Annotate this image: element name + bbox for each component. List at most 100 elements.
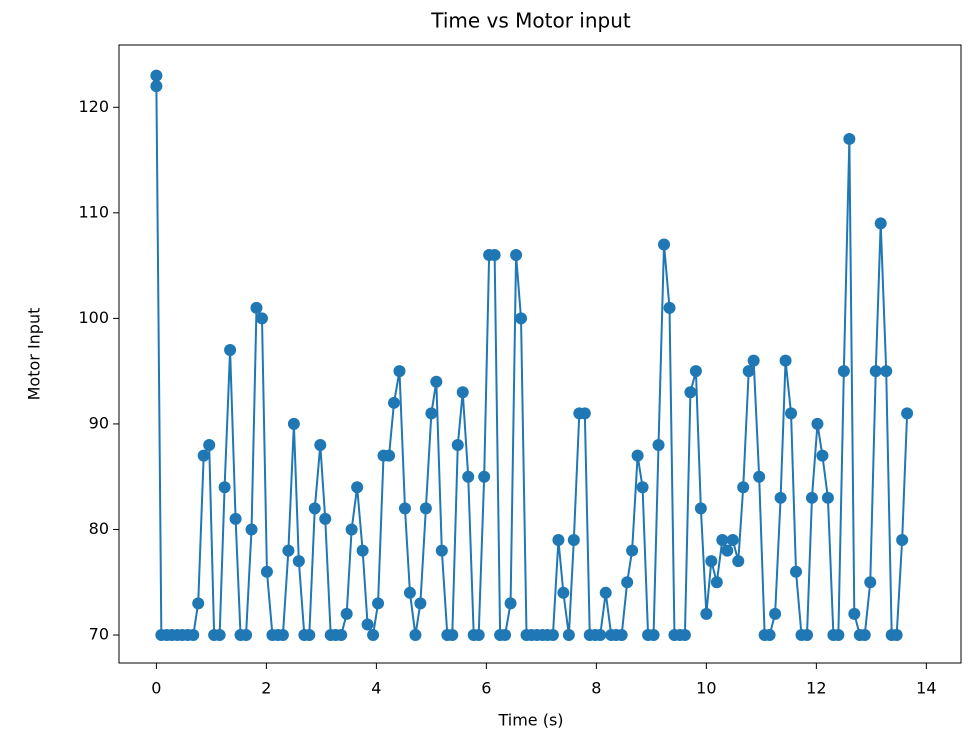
data-point: [546, 629, 559, 642]
data-point: [224, 344, 237, 357]
data-point: [430, 375, 443, 388]
data-point: [414, 597, 427, 610]
data-point: [187, 629, 200, 642]
data-point: [721, 544, 734, 557]
data-point: [631, 449, 644, 462]
data-point: [805, 491, 818, 504]
data-point: [890, 629, 903, 642]
data-point: [229, 512, 242, 525]
data-point: [276, 629, 289, 642]
data-point: [785, 407, 798, 420]
data-point: [864, 576, 877, 589]
data-point: [478, 470, 491, 483]
data-point: [197, 449, 210, 462]
data-point: [451, 439, 464, 452]
data-point: [599, 586, 612, 599]
data-point: [245, 523, 258, 536]
data-point: [150, 80, 163, 93]
data-point: [737, 481, 750, 494]
data-point: [472, 629, 485, 642]
data-point: [647, 629, 660, 642]
data-point: [361, 618, 374, 631]
data-point: [705, 555, 718, 568]
x-tick-label: 6: [481, 679, 491, 698]
data-point: [790, 565, 803, 578]
data-point: [684, 386, 697, 399]
data-point: [314, 439, 327, 452]
data-point: [843, 132, 856, 145]
data-point: [398, 502, 411, 515]
data-point: [335, 629, 348, 642]
x-tick-label: 0: [151, 679, 161, 698]
data-point: [510, 249, 523, 262]
data-point: [578, 407, 591, 420]
plot-frame: [118, 44, 962, 664]
data-point: [292, 555, 305, 568]
data-point: [372, 597, 385, 610]
data-point: [308, 502, 321, 515]
data-point: [345, 523, 358, 536]
data-point: [552, 534, 565, 547]
y-tick-label: 110: [78, 202, 109, 221]
data-point: [425, 407, 438, 420]
data-point: [255, 312, 268, 325]
data-point: [213, 629, 226, 642]
data-point: [488, 249, 501, 262]
data-point: [393, 365, 406, 378]
x-tick-label: 2: [261, 679, 271, 698]
data-point: [779, 354, 792, 367]
data-point: [594, 629, 607, 642]
data-point: [710, 576, 723, 589]
data-point: [287, 417, 300, 430]
data-point: [869, 365, 882, 378]
data-point: [858, 629, 871, 642]
data-point: [811, 417, 824, 430]
data-point: [848, 607, 861, 620]
data-point: [403, 586, 416, 599]
data-point: [732, 555, 745, 568]
x-tick-label: 10: [696, 679, 716, 698]
x-tick-label: 4: [371, 679, 381, 698]
data-point: [446, 629, 459, 642]
y-tick-label: 120: [78, 97, 109, 116]
data-point: [383, 449, 396, 462]
data-point: [901, 407, 914, 420]
data-point: [319, 512, 332, 525]
data-point: [192, 597, 205, 610]
data-point: [763, 629, 776, 642]
data-point: [260, 565, 273, 578]
data-point: [716, 534, 729, 547]
data-point: [419, 502, 432, 515]
data-point: [356, 544, 369, 557]
data-point: [774, 491, 787, 504]
data-point: [562, 629, 575, 642]
data-point: [150, 69, 163, 82]
data-point: [387, 396, 400, 409]
y-tick-label: 90: [89, 413, 109, 432]
data-point: [351, 481, 364, 494]
data-point: [615, 629, 628, 642]
data-point: [874, 217, 887, 230]
data-point: [742, 365, 755, 378]
data-point: [700, 607, 713, 620]
data-point: [658, 238, 671, 251]
data-point: [821, 491, 834, 504]
x-axis-label: Time (s): [497, 711, 563, 730]
data-point: [367, 629, 380, 642]
y-tick-label: 70: [89, 625, 109, 644]
data-point: [880, 365, 893, 378]
data-point: [515, 312, 528, 325]
data-point: [747, 354, 760, 367]
data-point: [678, 629, 691, 642]
data-point: [499, 629, 512, 642]
data-point: [409, 629, 422, 642]
y-axis-label: Motor Input: [25, 308, 44, 401]
x-tick-label: 14: [916, 679, 936, 698]
data-point: [240, 629, 253, 642]
data-point: [636, 481, 649, 494]
data-point: [801, 629, 814, 642]
data-point: [567, 534, 580, 547]
data-point: [557, 586, 570, 599]
data-point: [652, 439, 665, 452]
